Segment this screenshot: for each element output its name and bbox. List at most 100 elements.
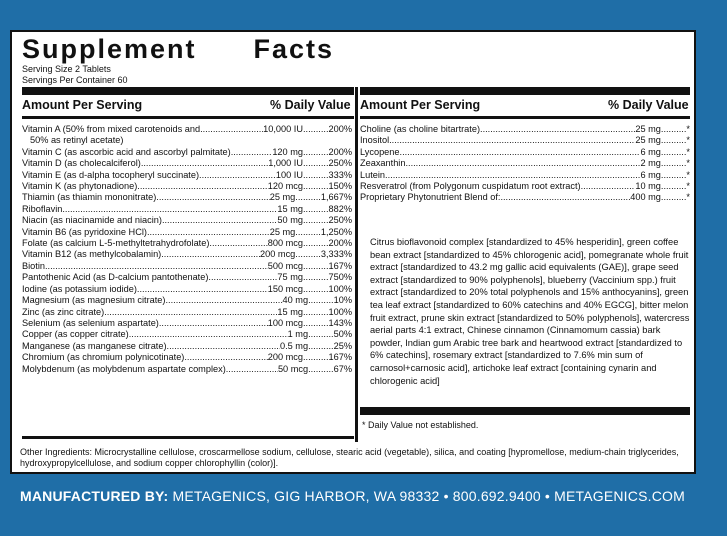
nutrient-row: Vitamin E (as d-alpha tocopheryl succina… (22, 170, 352, 181)
nutrient-amount-dv: 200 mcg..........167% (268, 352, 352, 363)
leader-dots-short: .......... (302, 260, 329, 271)
leader-dots-short: .......... (295, 226, 321, 237)
thick-divider-right (360, 87, 690, 95)
nutrient-amount: 25 mg (635, 124, 661, 134)
nutrient-amount: 0.5 mg (279, 340, 309, 351)
nutrient-dv: 25% (333, 340, 352, 351)
nutrient-name: Zeaxanthin (360, 158, 406, 169)
leader-dots (581, 181, 636, 192)
nutrient-amount-dv: 15 mg..........882% (277, 204, 352, 215)
nutrient-name: Manganese (as manganese citrate) (22, 340, 167, 351)
nutrient-name: Folate (as calcium L-5-methyltetrahydrof… (22, 238, 210, 249)
nutrient-dv: 100% (328, 283, 353, 294)
thin-divider-right (360, 116, 690, 119)
nutrient-amount-dv: 1 mg..........50% (288, 329, 352, 340)
leader-dots-short: .......... (302, 317, 329, 328)
leader-dots (400, 147, 641, 158)
nutrient-name: 50% as retinyl acetate) (30, 135, 124, 146)
left-amount-header: Amount Per Serving (22, 98, 143, 112)
serving-size: Serving Size 2 Tablets (22, 64, 111, 74)
leader-dots (62, 204, 277, 215)
nutrient-dv: 250% (328, 158, 353, 169)
manufacturer-text: METAGENICS, GIG HARBOR, WA 98332 • 800.6… (172, 488, 685, 504)
leader-dots (129, 329, 288, 340)
left-nutrient-list: Vitamin A (50% from mixed carotenoids an… (22, 124, 352, 375)
nutrient-amount-dv: 6 mg..........* (640, 170, 690, 181)
leader-dots (231, 147, 273, 158)
right-dv-header: % Daily Value (608, 98, 689, 112)
nutrient-dv: 200% (328, 124, 353, 134)
thin-divider-left (22, 116, 354, 119)
nutrient-amount-dv: 400 mg..........* (630, 192, 690, 203)
nutrient-row: Iodine (as potassium iodide) 150 mcg.....… (22, 284, 352, 295)
leader-dots (147, 227, 270, 238)
leader-dots-short: .......... (302, 203, 329, 214)
nutrient-amount-dv: 25 mg..........* (635, 124, 690, 135)
nutrient-name: Molybdenum (as molybdenum aspartate comp… (22, 363, 226, 374)
nutrient-dv: * (686, 124, 690, 134)
leader-dots-short: .......... (302, 306, 329, 317)
leader-dots-short: .......... (660, 169, 687, 180)
nutrient-amount: 6 mg (640, 169, 661, 180)
nutrient-dv: 167% (328, 260, 353, 271)
leader-dots-short: .......... (302, 124, 329, 134)
nutrient-row: 50% as retinyl acetate) (22, 135, 352, 146)
nutrient-amount: 10,000 IU (263, 124, 303, 134)
nutrient-amount: 2 mg (640, 158, 661, 169)
nutrient-dv: 200% (328, 238, 353, 249)
nutrient-row: Proprietary Phytonutrient Blend of: 400 m… (360, 192, 690, 203)
nutrient-row: Chromium (as chromium polynicotinate) 200… (22, 352, 352, 363)
leader-dots-short: .......... (308, 363, 334, 374)
nutrient-amount-dv: 50 mg..........250% (277, 215, 352, 226)
nutrient-amount-dv: 100 IU..........333% (276, 170, 352, 181)
nutrient-name: Resveratrol (from Polygonum cuspidatum r… (360, 181, 581, 192)
blend-description: Citrus bioflavonoid complex [standardize… (370, 237, 690, 386)
nutrient-name: Copper (as copper citrate) (22, 329, 129, 340)
nutrient-dv: 150% (328, 181, 353, 192)
nutrient-dv: 200% (328, 146, 353, 157)
nutrient-amount-dv: 75 mg..........750% (277, 272, 352, 283)
nutrient-dv: 1,667% (320, 192, 352, 203)
leader-dots-short: .......... (302, 158, 329, 169)
nutrient-name: Vitamin B12 (as methylcobalamin) (22, 249, 162, 260)
manufacturer-label: MANUFACTURED BY: (20, 488, 169, 504)
leader-dots (167, 341, 280, 352)
nutrient-row: Pantothenic Acid (as D-calcium pantothen… (22, 272, 352, 283)
leader-dots-short: .......... (302, 352, 329, 363)
leader-dots (141, 158, 268, 169)
nutrient-dv: 100% (328, 306, 353, 317)
nutrient-amount: 400 mg (630, 192, 661, 203)
nutrient-name: Pantothenic Acid (as D-calcium pantothen… (22, 272, 209, 283)
thick-divider-left (22, 87, 354, 95)
nutrient-name: Lutein (360, 169, 386, 180)
nutrient-amount-dv: 100 mcg..........143% (268, 318, 352, 329)
nutrient-row: Niacin (as niacinamide and niacin) 50 mg.… (22, 215, 352, 226)
nutrient-name: Vitamin B6 (as pyridoxine HCl) (22, 226, 147, 237)
nutrient-name: Vitamin D (as cholecalciferol) (22, 158, 141, 169)
nutrient-dv: 143% (328, 317, 353, 328)
nutrient-name: Selenium (as selenium aspartate) (22, 317, 159, 328)
nutrient-row: Choline (as choline bitartrate) 25 mg....… (360, 124, 690, 135)
nutrient-amount: 1,000 IU (268, 158, 303, 169)
nutrient-row: Lutein 6 mg..........* (360, 170, 690, 181)
leader-dots-short: .......... (660, 135, 687, 146)
nutrient-row: Inositol 25 mg..........* (360, 135, 690, 146)
leader-dots-short: .......... (660, 181, 687, 192)
nutrient-name: Magnesium (as magnesium citrate) (22, 295, 166, 306)
serving-info: Serving Size 2 Tablets Servings Per Cont… (22, 64, 128, 86)
leader-dots-short: .......... (302, 169, 329, 180)
nutrient-row: Riboflavin 15 mg..........882% (22, 204, 352, 215)
leader-dots-short: .......... (308, 295, 334, 306)
leader-dots-short: .......... (660, 146, 687, 157)
nutrient-row: Vitamin C (as ascorbic acid and ascorbyl… (22, 147, 352, 158)
nutrient-dv: * (686, 158, 690, 169)
nutrient-amount-dv: 1,000 IU..........250% (268, 158, 352, 169)
nutrient-name: Vitamin A (50% from mixed carotenoids an… (22, 124, 201, 134)
nutrient-row: Resveratrol (from Polygonum cuspidatum r… (360, 181, 690, 192)
nutrient-amount: 25 mg (269, 192, 296, 203)
nutrient-row: Selenium (as selenium aspartate) 100 mcg.… (22, 318, 352, 329)
leader-dots-short: .......... (660, 192, 687, 203)
nutrient-name: Biotin (22, 260, 45, 271)
nutrient-amount: 40 mg (282, 295, 309, 306)
nutrient-dv: * (686, 192, 690, 203)
